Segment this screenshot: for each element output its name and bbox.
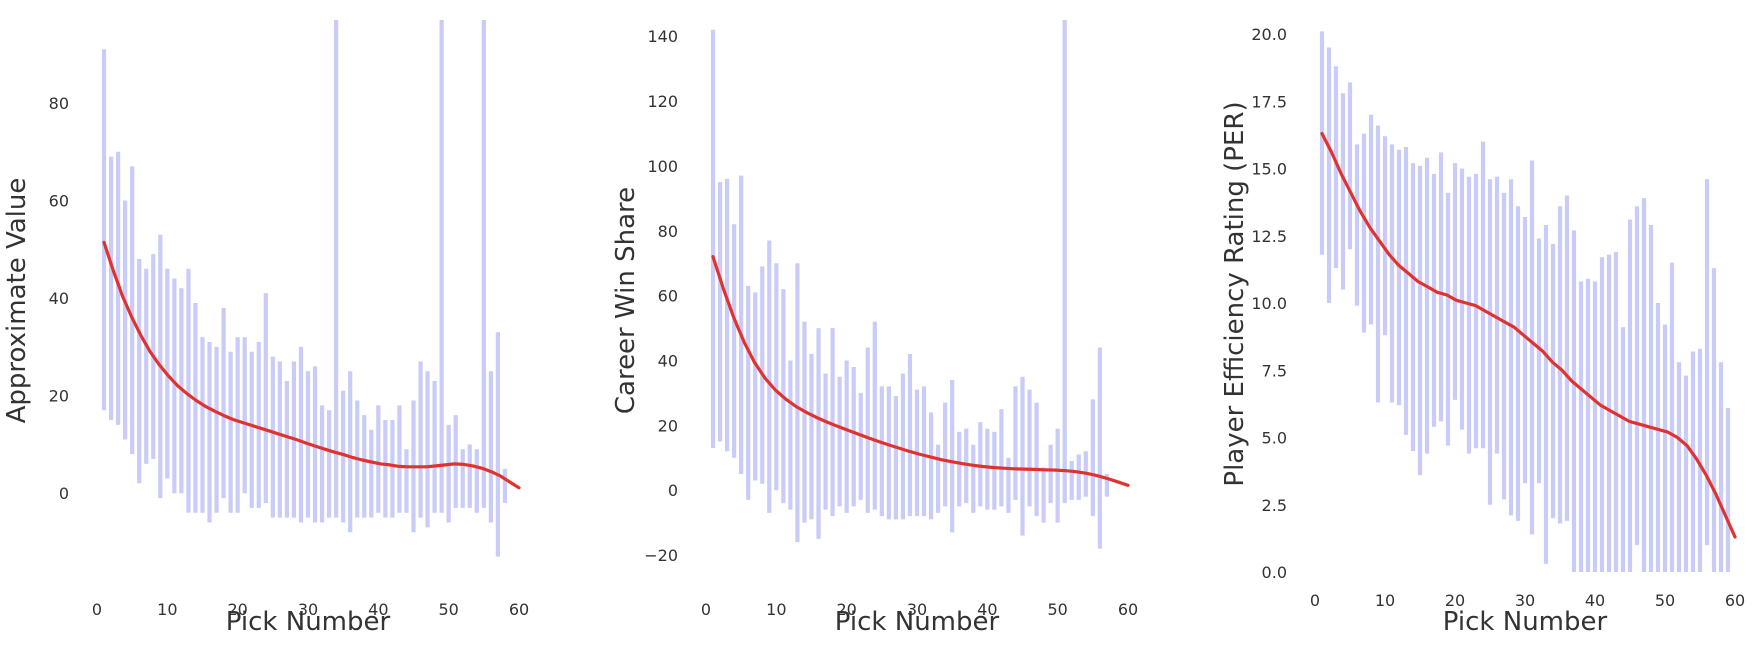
y-tick-label: 20 [49,387,69,406]
y-tick-label: 0 [59,484,69,503]
x-tick-label: 20 [227,600,247,619]
x-tick-label: 0 [701,600,711,619]
y-tick-labels: 0 20 40 60 80 [49,94,69,503]
y-tick-label: 2.5 [1262,496,1287,515]
x-tick-label: 40 [368,600,388,619]
y-tick-labels: 0.0 2.5 5.0 7.5 10.0 12.5 15.0 17.5 20.0 [1251,25,1287,582]
x-tick-label: 50 [438,600,458,619]
x-tick-label: 30 [907,600,927,619]
x-tick-label: 30 [1515,591,1535,610]
y-axis-label: Career Win Share [611,187,641,414]
y-tick-label: 0.0 [1262,563,1287,582]
error-bars [710,20,1110,549]
x-tick-label: 60 [1725,591,1745,610]
y-tick-label: 10.0 [1251,294,1287,313]
error-bars [101,20,508,557]
x-tick-label: 0 [1310,591,1320,610]
trend-line [1320,132,1737,539]
x-tick-label: 40 [977,600,997,619]
y-tick-label: 60 [658,287,678,306]
error-bars [1319,31,1731,572]
x-tick-label: 10 [157,600,177,619]
y-tick-label: 20 [658,416,678,435]
x-tick-label: 60 [509,600,529,619]
y-tick-label: 5.0 [1262,429,1287,448]
x-tick-labels: 0 10 20 30 40 50 60 [1310,591,1745,610]
x-tick-label: 20 [1445,591,1465,610]
y-tick-labels: −20 0 20 40 60 80 100 120 140 [644,27,678,565]
chart-player-efficiency-rating: 0 10 20 30 40 50 60 0.0 2.5 5.0 7.5 10.0 12.5 15.0 17.… [1220,25,1745,637]
chart-approximate-value: 0 10 20 30 40 50 60 0 20 40 60 80 Pick Number Approxi… [2,20,529,637]
x-tick-labels: 0 10 20 30 40 50 60 [92,600,529,619]
y-tick-label: 12.5 [1251,227,1287,246]
y-tick-label: 80 [658,222,678,241]
y-tick-label: 17.5 [1251,92,1287,111]
y-tick-label: 15.0 [1251,160,1287,179]
y-tick-label: −20 [644,546,678,565]
x-tick-label: 50 [1047,600,1067,619]
trend-line [102,240,521,490]
x-tick-label: 40 [1585,591,1605,610]
x-tick-label: 30 [298,600,318,619]
y-tick-label: 120 [647,92,678,111]
y-axis-label: Approximate Value [2,178,32,424]
x-axis-label: Pick Number [1443,607,1608,637]
y-tick-label: 140 [647,27,678,46]
y-axis-label: Player Efficiency Rating (PER) [1220,101,1250,486]
x-tick-label: 10 [766,600,786,619]
trend-line [711,255,1130,487]
y-tick-label: 0 [668,481,678,500]
x-axis-label: Pick Number [226,607,391,637]
chart-career-win-share: 0 10 20 30 40 50 60 −20 0 20 40 60 80 100 120 140 Pick N… [611,20,1138,637]
y-tick-label: 80 [49,94,69,113]
y-tick-label: 40 [658,351,678,370]
x-axis-label: Pick Number [835,607,1000,637]
y-tick-label: 7.5 [1262,361,1287,380]
x-tick-label: 50 [1655,591,1675,610]
x-tick-label: 60 [1118,600,1138,619]
x-tick-label: 20 [836,600,856,619]
x-tick-label: 0 [92,600,102,619]
y-tick-label: 60 [49,191,69,210]
y-tick-label: 40 [49,289,69,308]
y-tick-label: 100 [647,157,678,176]
x-tick-labels: 0 10 20 30 40 50 60 [701,600,1138,619]
y-tick-label: 20.0 [1251,25,1287,44]
x-tick-label: 10 [1375,591,1395,610]
